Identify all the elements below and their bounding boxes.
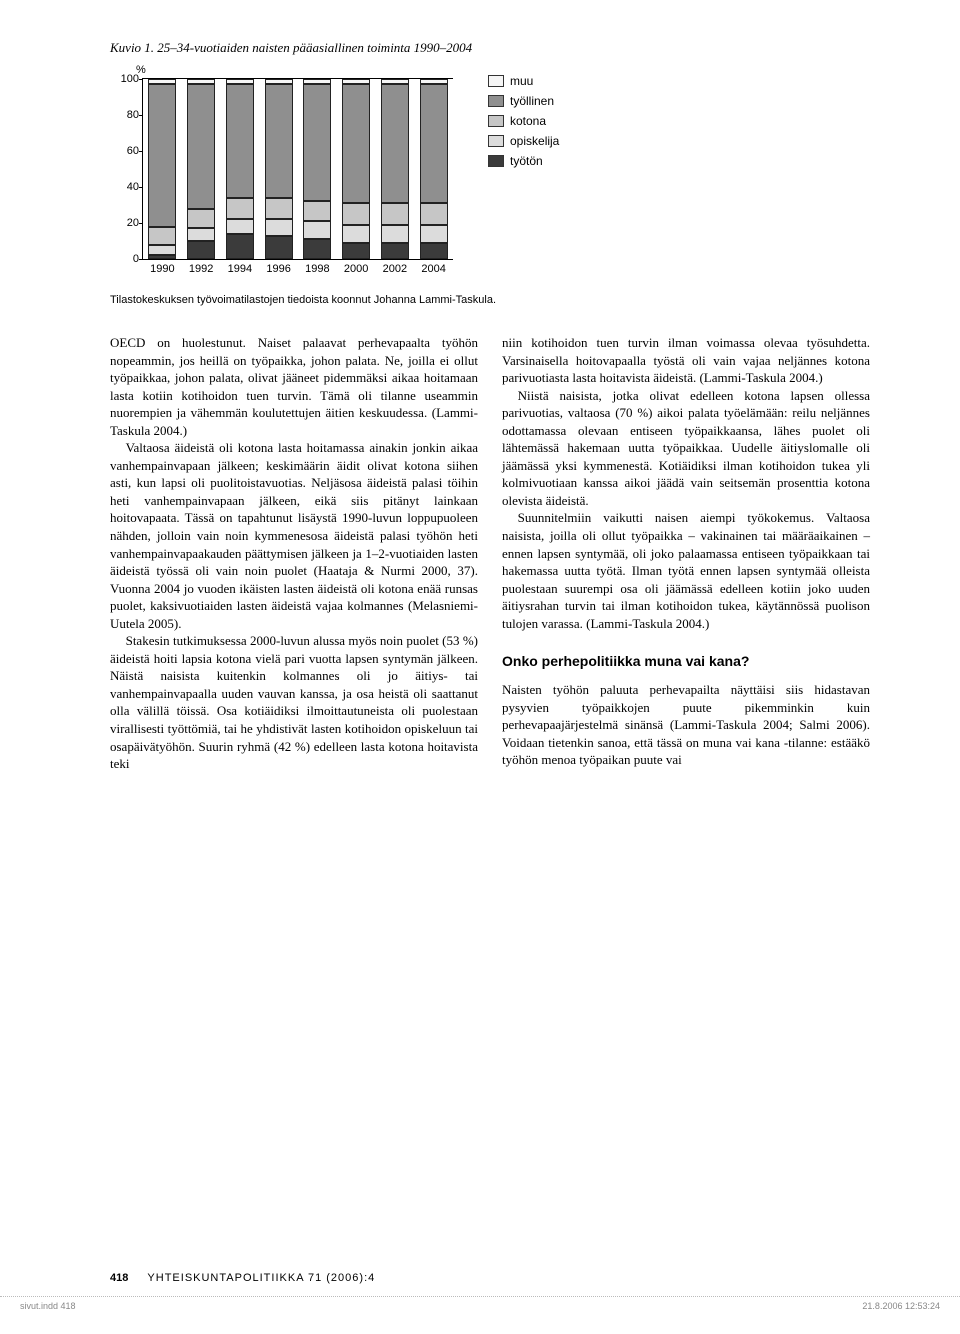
bar-segment-tyoton xyxy=(187,241,215,259)
bar-segment-kotona xyxy=(381,203,409,225)
body-para: OECD on huolestunut. Naiset palaavat per… xyxy=(110,334,478,439)
bar-segment-tyoton xyxy=(381,243,409,259)
bar-segment-opiskelija xyxy=(187,228,215,241)
x-tick-label: 1998 xyxy=(297,263,337,275)
legend-label: muu xyxy=(510,74,533,88)
bar xyxy=(265,79,293,259)
bar-segment-tyoton xyxy=(265,236,293,259)
section-heading: Onko perhepolitiikka muna vai kana? xyxy=(502,652,870,671)
bar-segment-kotona xyxy=(303,201,331,221)
legend-item: työtön xyxy=(488,154,559,168)
legend-swatch xyxy=(488,75,504,87)
bar-segment-tyoton xyxy=(148,255,176,259)
bar-segment-tyoton xyxy=(303,239,331,259)
bar-segment-opiskelija xyxy=(303,221,331,239)
bar xyxy=(303,79,331,259)
bar-segment-tyollinen xyxy=(226,84,254,197)
bar-segment-tyollinen xyxy=(187,84,215,208)
bar-segment-tyollinen xyxy=(148,84,176,226)
body-para: Valtaosa äideistä oli kotona lasta hoita… xyxy=(110,439,478,632)
bar-segment-tyollinen xyxy=(420,84,448,203)
bar-segment-tyollinen xyxy=(381,84,409,203)
page: Kuvio 1. 25–34-vuotiaiden naisten pääasi… xyxy=(0,0,960,1334)
left-column: OECD on huolestunut. Naiset palaavat per… xyxy=(110,334,478,773)
right-column: niin kotihoidon tuen turvin ilman voimas… xyxy=(502,334,870,773)
chart-area: % 02040608010019901992199419961998200020… xyxy=(110,66,470,286)
legend-swatch xyxy=(488,115,504,127)
figure-source: Tilastokeskuksen työvoimatilastojen tied… xyxy=(110,294,870,306)
x-tick-label: 1994 xyxy=(220,263,260,275)
bar-segment-opiskelija xyxy=(342,225,370,243)
page-number: 418 xyxy=(110,1272,128,1284)
legend-label: opiskelija xyxy=(510,134,559,148)
x-tick-label: 1992 xyxy=(181,263,221,275)
bar xyxy=(148,79,176,259)
x-tick-label: 2004 xyxy=(414,263,454,275)
bar xyxy=(420,79,448,259)
body-para: Naisten työhön paluuta perhevapailta näy… xyxy=(502,681,870,769)
crop-marks: sivut.indd 418 21.8.2006 12:53:24 xyxy=(0,1296,960,1316)
legend-swatch xyxy=(488,135,504,147)
crop-left: sivut.indd 418 xyxy=(20,1301,76,1316)
bar-segment-opiskelija xyxy=(265,219,293,235)
y-tick-label: 100 xyxy=(115,73,139,85)
body-columns: OECD on huolestunut. Naiset palaavat per… xyxy=(110,334,870,773)
bars-row xyxy=(143,79,453,259)
y-tick-label: 80 xyxy=(115,109,139,121)
bar xyxy=(342,79,370,259)
x-tick-label: 1990 xyxy=(142,263,182,275)
bar xyxy=(381,79,409,259)
legend-item: kotona xyxy=(488,114,559,128)
y-tick-label: 0 xyxy=(115,253,139,265)
legend-label: kotona xyxy=(510,114,546,128)
bar-segment-opiskelija xyxy=(226,219,254,233)
bar xyxy=(226,79,254,259)
page-footer: 418 YHTEISKUNTAPOLITIIKKA 71 (2006):4 xyxy=(110,1272,375,1284)
bar-segment-tyollinen xyxy=(303,84,331,201)
bar-segment-kotona xyxy=(342,203,370,225)
bar-segment-tyoton xyxy=(226,234,254,259)
legend-swatch xyxy=(488,155,504,167)
journal-ref: YHTEISKUNTAPOLITIIKKA 71 (2006):4 xyxy=(147,1272,375,1284)
plot-area: 0204060801001990199219941996199820002002… xyxy=(142,78,453,260)
bar-segment-kotona xyxy=(420,203,448,225)
legend-swatch xyxy=(488,95,504,107)
y-tick-label: 20 xyxy=(115,217,139,229)
x-tick-label: 1996 xyxy=(259,263,299,275)
figure-caption: Kuvio 1. 25–34-vuotiaiden naisten pääasi… xyxy=(110,40,870,56)
y-tick-label: 40 xyxy=(115,181,139,193)
bar-segment-tyoton xyxy=(420,243,448,259)
body-para: Niistä naisista, jotka olivat edelleen k… xyxy=(502,387,870,510)
legend-item: työllinen xyxy=(488,94,559,108)
bar-segment-tyollinen xyxy=(265,84,293,197)
x-tick-label: 2002 xyxy=(375,263,415,275)
legend-label: työllinen xyxy=(510,94,554,108)
body-para: Stakesin tutkimuksessa 2000-luvun alussa… xyxy=(110,632,478,772)
bar-segment-kotona xyxy=(265,198,293,220)
bar-segment-opiskelija xyxy=(420,225,448,243)
crop-right: 21.8.2006 12:53:24 xyxy=(862,1301,940,1316)
legend-label: työtön xyxy=(510,154,543,168)
bar-segment-tyollinen xyxy=(342,84,370,203)
chart-block: % 02040608010019901992199419961998200020… xyxy=(110,66,870,286)
y-tick-label: 60 xyxy=(115,145,139,157)
body-para: niin kotihoidon tuen turvin ilman voimas… xyxy=(502,334,870,387)
x-tick-label: 2000 xyxy=(336,263,376,275)
bar-segment-opiskelija xyxy=(381,225,409,243)
bar xyxy=(187,79,215,259)
bar-segment-opiskelija xyxy=(148,245,176,256)
bar-segment-kotona xyxy=(226,198,254,220)
body-para: Suunnitelmiin vaikutti naisen aiempi työ… xyxy=(502,509,870,632)
bar-segment-tyoton xyxy=(342,243,370,259)
legend-item: muu xyxy=(488,74,559,88)
bar-segment-kotona xyxy=(187,209,215,229)
legend: muu työllinen kotona opiskelija työtön xyxy=(488,74,559,174)
legend-item: opiskelija xyxy=(488,134,559,148)
bar-segment-kotona xyxy=(148,227,176,245)
